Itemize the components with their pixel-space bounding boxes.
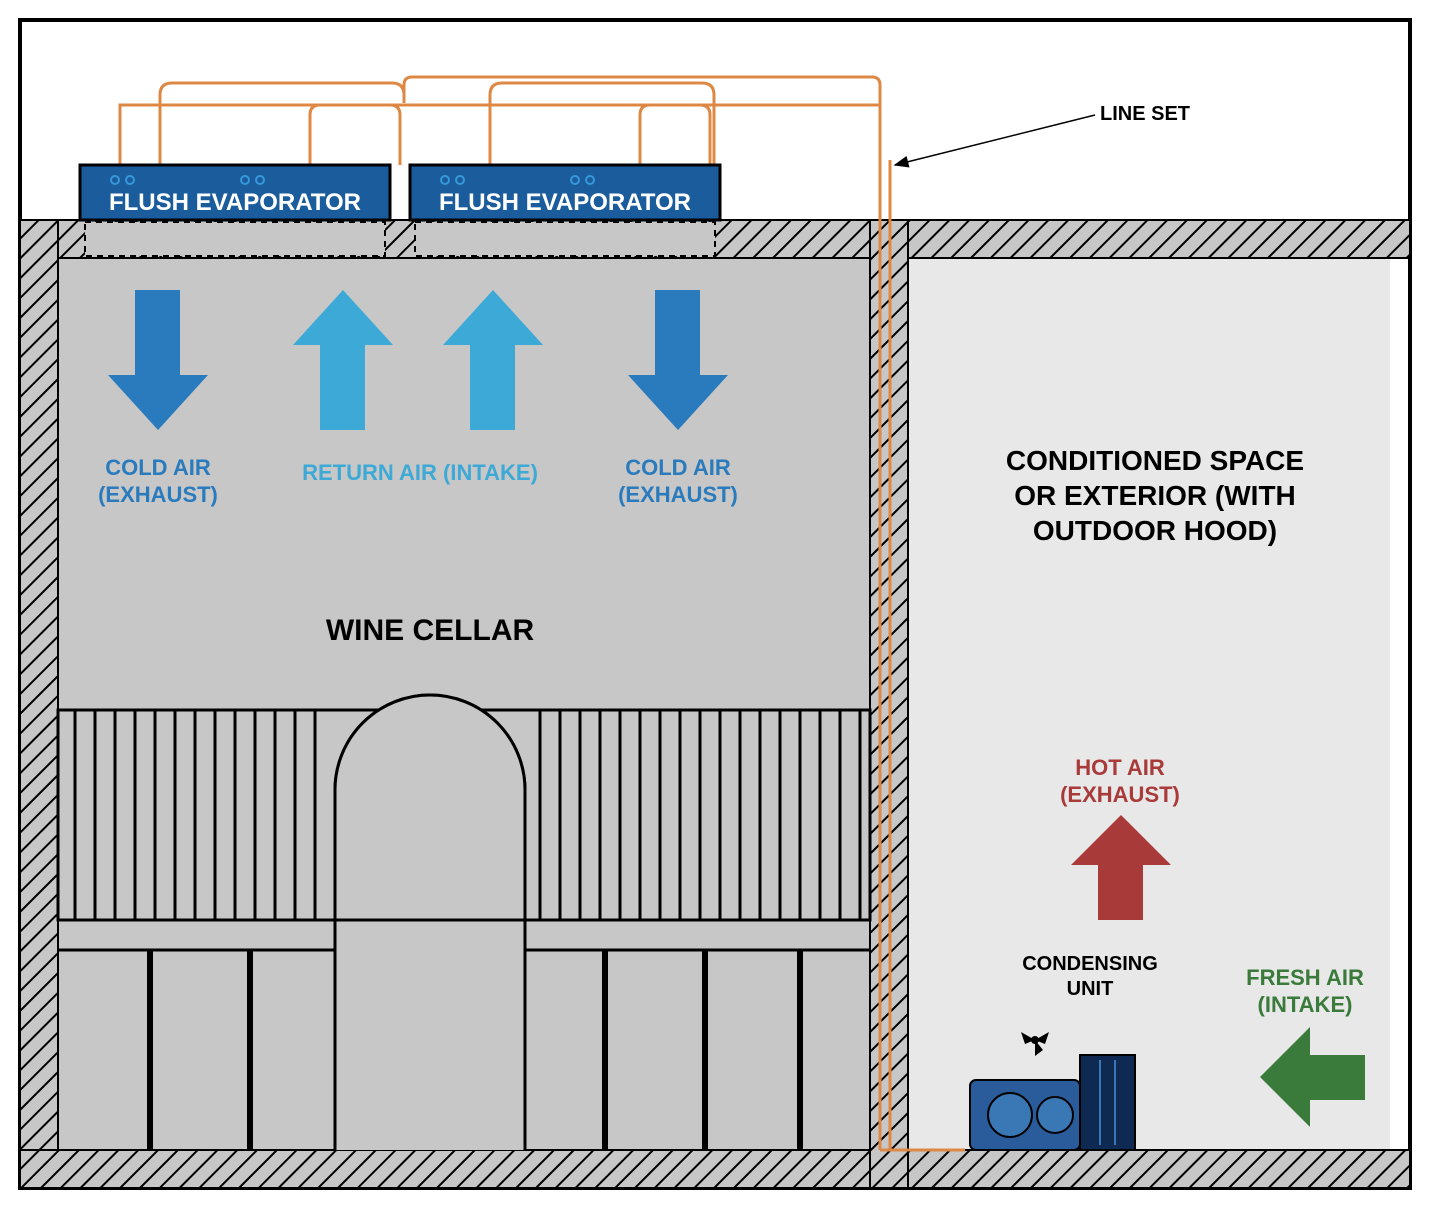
hot-air-label-2: (EXHAUST) <box>1060 782 1180 807</box>
conditioned-space-area <box>908 258 1390 1168</box>
floor-wall <box>20 1150 1410 1188</box>
conditioned-label-3: OUTDOOR HOOD) <box>1033 515 1277 546</box>
conditioned-label-1: CONDITIONED SPACE <box>1006 445 1304 476</box>
cold-air-label-1b: (EXHAUST) <box>98 482 218 507</box>
conditioned-label-2: OR EXTERIOR (WITH <box>1014 480 1296 511</box>
evaporator-2: FLUSH EVAPORATOR <box>410 165 720 220</box>
evaporator-2-label: FLUSH EVAPORATOR <box>439 189 691 216</box>
cold-air-label-1a: COLD AIR <box>105 455 211 480</box>
wine-cooling-diagram: FLUSH EVAPORATOR FLUSH EVAPORATOR LINE S… <box>0 0 1430 1208</box>
left-wall <box>20 220 58 1188</box>
evaporator-1: FLUSH EVAPORATOR <box>80 165 390 220</box>
condensing-label-1: CONDENSING <box>1022 953 1158 975</box>
cold-air-label-2b: (EXHAUST) <box>618 482 738 507</box>
fresh-air-label-1: FRESH AIR <box>1246 965 1364 990</box>
evap1-cutout <box>85 222 385 256</box>
wine-cellar-label: WINE CELLAR <box>326 614 535 647</box>
condensing-label-2: UNIT <box>1067 978 1114 1000</box>
line-set-label: LINE SET <box>1100 103 1190 125</box>
evap2-cutout <box>415 222 715 256</box>
fresh-air-label-2: (INTAKE) <box>1258 992 1353 1017</box>
ceiling-wall-right <box>908 220 1410 258</box>
return-air-label: RETURN AIR (INTAKE) <box>302 460 538 485</box>
evaporator-1-label: FLUSH EVAPORATOR <box>109 189 361 216</box>
cold-air-label-2a: COLD AIR <box>625 455 731 480</box>
hot-air-label-1: HOT AIR <box>1075 755 1165 780</box>
